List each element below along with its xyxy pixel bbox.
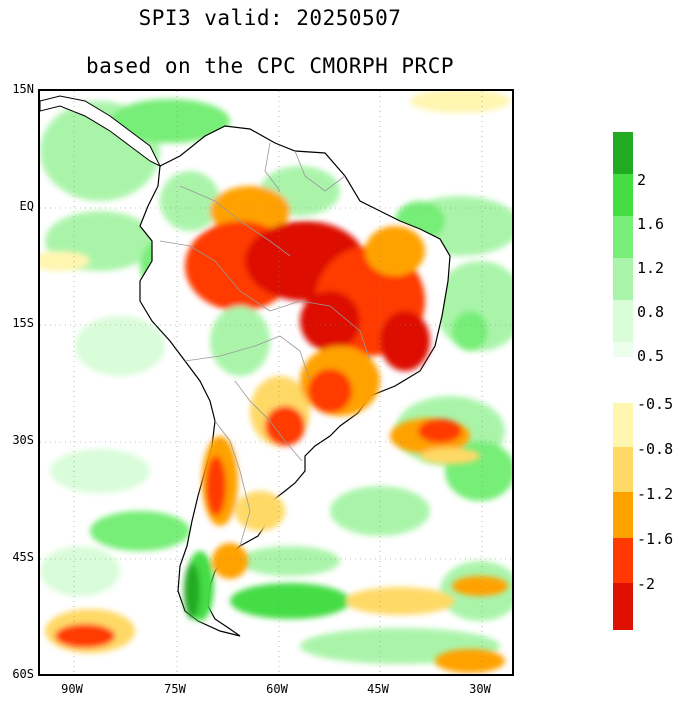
map-panel bbox=[38, 89, 514, 676]
colorbar-wet-0 bbox=[613, 132, 633, 174]
colorbar-wet-4 bbox=[613, 300, 633, 342]
lat-label-15n: 15N bbox=[12, 82, 34, 96]
graticule bbox=[40, 91, 512, 674]
colorbar-wet-2 bbox=[613, 216, 633, 258]
lat-label-15s: 15S bbox=[12, 316, 34, 330]
lat-label-60s: 60S bbox=[12, 667, 34, 681]
colorbar-label-neg1.2: -1.2 bbox=[637, 485, 674, 503]
colorbar-dry-1 bbox=[613, 447, 633, 492]
colorbar-label-0.5: 0.5 bbox=[637, 347, 665, 365]
lat-label-45s: 45S bbox=[12, 550, 34, 564]
lon-label-75w: 75W bbox=[164, 682, 186, 696]
lon-label-45w: 45W bbox=[367, 682, 389, 696]
colorbar-label-2: 2 bbox=[637, 171, 647, 189]
land-anomalies bbox=[160, 166, 430, 621]
lat-label-30s: 30S bbox=[12, 433, 34, 447]
colorbar-label-neg0.5: -0.5 bbox=[637, 395, 674, 413]
colorbar-dry-0 bbox=[613, 403, 633, 447]
colorbar-label-1.6: 1.6 bbox=[637, 215, 665, 233]
drought-patches bbox=[40, 251, 508, 673]
lon-label-90w: 90W bbox=[61, 682, 83, 696]
colorbar-wet-5 bbox=[613, 342, 633, 357]
colorbar-label-neg1.6: -1.6 bbox=[637, 530, 674, 548]
colorbar-dry-4 bbox=[613, 583, 633, 630]
spi-map bbox=[40, 91, 512, 674]
colorbar-dry-3 bbox=[613, 538, 633, 583]
colorbar-wet-1 bbox=[613, 174, 633, 216]
colorbar-label-1.2: 1.2 bbox=[637, 259, 665, 277]
map-title: SPI3 valid: 20250507 bbox=[138, 6, 402, 30]
lat-label-eq: EQ bbox=[19, 199, 34, 213]
colorbar-label-neg2: -2 bbox=[637, 575, 656, 593]
map-subtitle: based on the CPC CMORPH PRCP bbox=[85, 54, 454, 78]
colorbar-wet-3 bbox=[613, 258, 633, 300]
colorbar-label-0.8: 0.8 bbox=[637, 303, 665, 321]
colorbar-label-neg0.8: -0.8 bbox=[637, 440, 674, 458]
colorbar-dry-2 bbox=[613, 492, 633, 538]
lon-label-60w: 60W bbox=[266, 682, 288, 696]
lon-label-30w: 30W bbox=[469, 682, 491, 696]
country-borders bbox=[159, 142, 371, 547]
